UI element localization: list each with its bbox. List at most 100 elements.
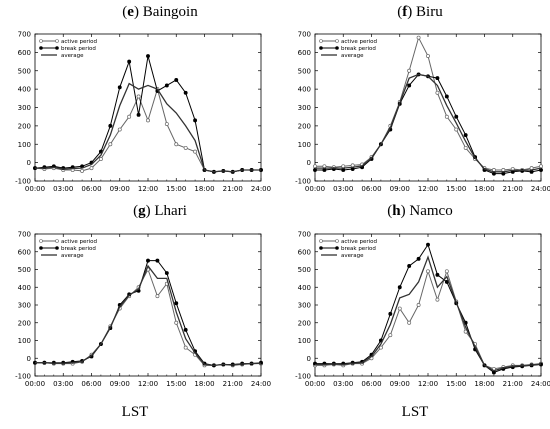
x-tick-label: 15:00 — [446, 185, 466, 193]
legend-label: break period — [61, 46, 96, 52]
y-tick-label: 500 — [18, 67, 31, 75]
data-point — [435, 76, 440, 81]
panel-title-h: (h) Namco — [387, 203, 453, 219]
data-point — [127, 114, 132, 119]
data-point — [407, 264, 412, 268]
data-point — [397, 285, 402, 290]
data-point — [322, 168, 327, 172]
data-point — [407, 320, 412, 325]
legend-marker — [39, 239, 43, 243]
data-point — [416, 303, 421, 307]
y-tick-label: 300 — [298, 104, 311, 112]
legend-marker — [319, 39, 323, 43]
legend-label: break period — [341, 46, 376, 52]
y-tick-label: 0 — [307, 159, 311, 167]
x-tick-label: 24:00 — [531, 380, 550, 388]
data-point — [117, 85, 122, 90]
x-tick-label: 03:00 — [53, 380, 73, 388]
panel-id-h: h — [392, 203, 401, 219]
legend-label: break period — [61, 246, 96, 252]
x-tick-label: 09:00 — [390, 380, 410, 388]
series-line-2 — [35, 82, 261, 173]
legend-marker — [39, 39, 43, 43]
data-point — [529, 169, 534, 174]
data-point — [435, 272, 440, 277]
data-point — [407, 68, 412, 73]
x-axis-label-namco: LST — [401, 404, 429, 420]
y-tick-label: 200 — [298, 122, 311, 130]
y-tick-label: 400 — [18, 284, 31, 292]
y-tick-label: 100 — [18, 141, 31, 149]
data-point — [164, 83, 169, 88]
data-point — [454, 127, 459, 132]
y-tick-label: 500 — [298, 266, 311, 274]
data-point — [136, 94, 141, 99]
series-line-0 — [34, 87, 261, 173]
y-tick-label: 100 — [298, 141, 311, 149]
x-tick-label: 06:00 — [81, 185, 101, 193]
data-point — [89, 166, 94, 171]
y-tick-label: 0 — [307, 355, 311, 363]
legend-marker — [319, 46, 323, 50]
y-tick-label: 700 — [298, 31, 311, 39]
data-point — [388, 311, 393, 316]
data-point — [183, 345, 188, 350]
legend-label: average — [341, 253, 364, 259]
x-tick-label: 18:00 — [474, 185, 494, 193]
x-tick-label: 00:00 — [305, 380, 325, 388]
series-line-1 — [34, 55, 261, 173]
x-tick-label: 24:00 — [531, 185, 550, 193]
x-tick-label: 06:00 — [81, 380, 101, 388]
y-tick-label: 0 — [27, 355, 31, 363]
data-point — [444, 269, 449, 274]
chart-biru: -100 0 100 200 300 400 500 600 700 00:00 03:00 06:0… — [295, 31, 550, 194]
x-tick-label: 12:00 — [418, 380, 438, 388]
legend-marker — [335, 246, 339, 250]
legend-label: average — [61, 53, 84, 59]
x-tick-label: 18:00 — [474, 380, 494, 388]
data-point — [444, 94, 449, 99]
panel-name-e: Baingoin — [142, 4, 198, 20]
data-point — [426, 54, 430, 58]
data-point — [435, 90, 440, 95]
data-point — [341, 168, 346, 172]
legend-marker — [55, 246, 59, 250]
legend-marker — [39, 246, 43, 250]
legend-marker — [335, 46, 339, 50]
legend-label: active period — [341, 239, 377, 245]
x-tick-label: 12:00 — [138, 380, 158, 388]
x-tick-label: 09:00 — [110, 380, 130, 388]
data-point — [155, 294, 160, 299]
data-point — [501, 171, 506, 176]
y-tick-label: 500 — [298, 67, 311, 75]
data-point — [127, 59, 132, 64]
y-tick-label: 300 — [18, 302, 31, 310]
x-tick-label: 21:00 — [223, 380, 243, 388]
x-tick-label: 03:00 — [53, 185, 73, 193]
x-tick-label: 06:00 — [361, 380, 381, 388]
panel-name-h: Namco — [409, 203, 453, 219]
panel-title-e: (e) Baingoin — [122, 4, 198, 20]
legend-marker — [39, 46, 43, 50]
x-tick-label: 03:00 — [333, 380, 353, 388]
data-point — [155, 258, 160, 263]
series-line-2 — [315, 255, 542, 372]
panel-title-f: (f) Biru — [397, 4, 443, 20]
data-point — [174, 142, 179, 147]
x-axis-label-lhari: LST — [121, 404, 149, 420]
data-point — [407, 83, 412, 88]
series-line-0 — [315, 269, 542, 370]
data-point — [426, 242, 430, 247]
data-point — [313, 164, 317, 169]
panel-name-f: Biru — [416, 4, 443, 20]
data-point — [454, 114, 459, 119]
data-point — [146, 258, 150, 263]
x-tick-label: 00:00 — [305, 185, 325, 193]
x-tick-label: 00:00 — [25, 185, 45, 193]
legend-marker — [335, 239, 339, 243]
x-tick-label: 12:00 — [138, 185, 158, 193]
data-point — [164, 271, 169, 276]
y-tick-label: 300 — [18, 104, 31, 112]
data-point — [164, 122, 169, 126]
y-tick-label: 300 — [298, 302, 311, 310]
